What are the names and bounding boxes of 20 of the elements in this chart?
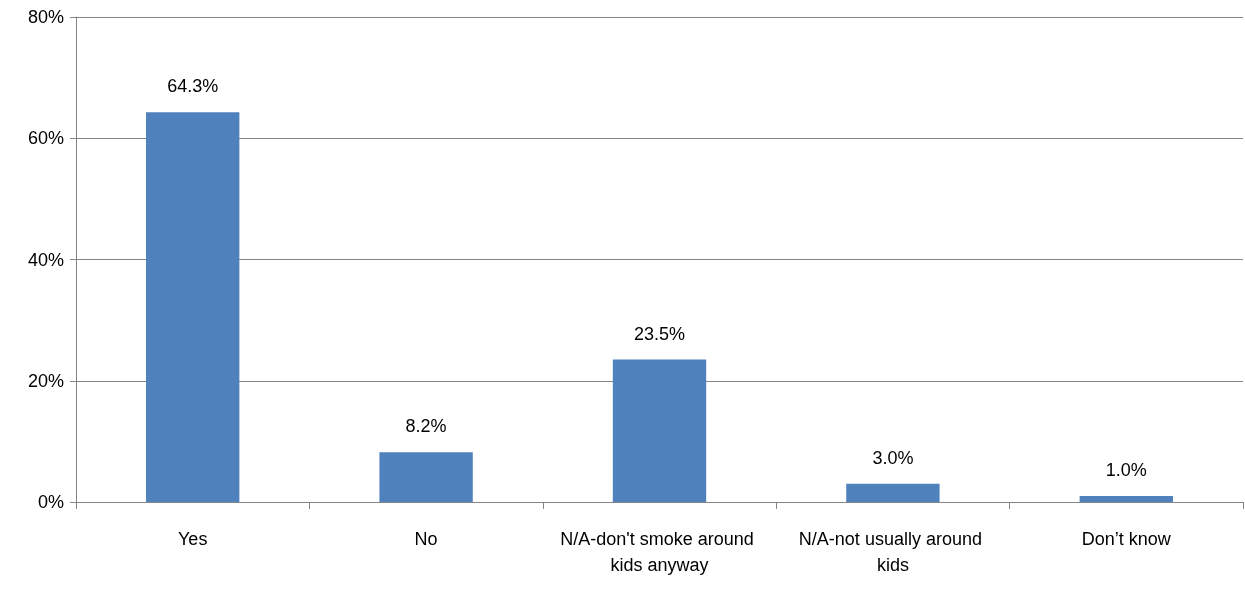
data-label: 1.0%: [1105, 459, 1147, 480]
y-tick-label: 20%: [27, 370, 64, 391]
bar: [379, 452, 473, 502]
y-tick-label: 80%: [27, 7, 64, 27]
x-tick-label: Don’t know: [1081, 529, 1172, 549]
data-label: 3.0%: [872, 447, 914, 468]
data-label: 23.5%: [633, 323, 686, 344]
y-tick-label: 60%: [27, 128, 64, 149]
x-tick-label: Yes: [178, 529, 208, 549]
data-label: 64.3%: [167, 76, 219, 97]
bar: [612, 359, 707, 502]
y-tick-label: 40%: [27, 249, 64, 270]
x-tick-label: N/A-don't smoke around kids anyway: [560, 529, 759, 575]
x-tick-label: No: [414, 529, 438, 549]
bar: [146, 112, 240, 502]
data-label: 8.2%: [405, 416, 447, 437]
bar: [846, 483, 940, 502]
bar: [1079, 495, 1173, 502]
x-tick-label: N/A-not usually around kids: [798, 529, 987, 575]
y-tick-label: 0%: [37, 492, 64, 512]
